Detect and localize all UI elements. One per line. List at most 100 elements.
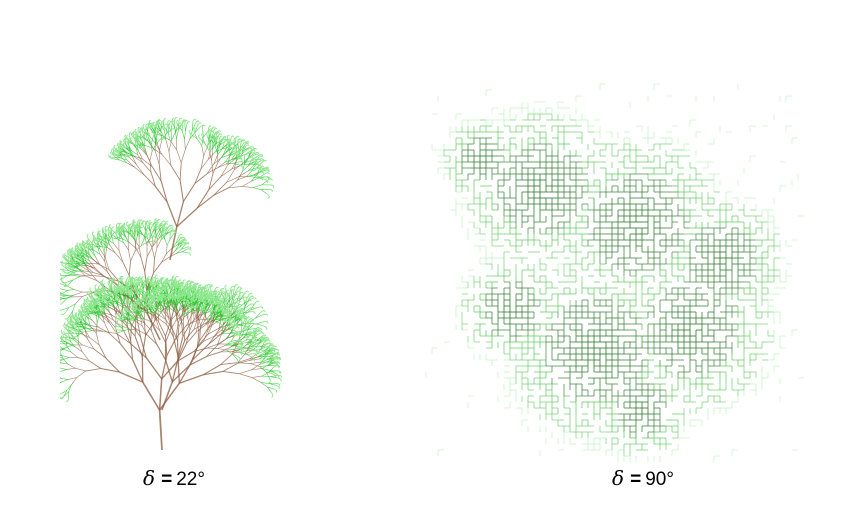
tree-branch [197,333,209,347]
tree-branch [103,330,117,334]
tree-leaf [60,348,62,355]
tree-branch [114,156,120,161]
tree-leaf [106,237,112,242]
tree-leaf [230,321,236,325]
tree-branch [243,298,246,306]
tree-branch [167,309,169,318]
tree-branch [170,320,176,331]
tree-leaf [86,296,91,302]
tree-branch [161,253,167,263]
tree-branch [86,253,90,262]
tree-branch [75,367,87,372]
tree-leaf [179,236,186,240]
tree-leaf [215,291,220,297]
tree-branch [176,298,179,305]
tree-leaf [261,339,268,342]
tree-leaf [238,350,243,356]
tree-branch [177,351,194,362]
tree-leaf [154,274,158,280]
tree-leaf [239,319,244,326]
tree-branch [154,151,160,165]
tree-leaf [184,293,188,299]
tree-branch [213,330,221,337]
tree-branch [170,124,173,132]
tree-leaf [96,300,100,305]
tree-branch [208,150,212,161]
tree-branch [146,245,154,257]
tree-branch [68,270,76,275]
tree-leaf [115,285,120,290]
tree-leaf [91,292,94,299]
tree-branch [258,351,266,357]
tree-branch [198,320,205,332]
tree-leaf [241,296,248,299]
tree-branch [234,141,241,147]
tree-branch [226,342,233,345]
tree-branch [104,240,108,247]
tree-branch [111,229,117,235]
tree-branch [266,353,274,355]
tree-branch [176,300,182,305]
tree-branch [166,337,177,356]
tree-branch [137,154,144,164]
tree-branch [149,232,153,239]
tree-branch [174,126,178,134]
tree-leaf [192,118,197,124]
tree-branch [128,261,132,276]
tree-leaf [64,263,69,269]
tree-branch [158,382,180,411]
tree-branch [243,305,250,310]
tree-branch [250,361,262,364]
tree-branch [119,159,127,163]
tree-branch [149,142,156,152]
tree-leaf [210,285,213,291]
tree-branch [60,356,64,360]
tree-branch [234,140,236,147]
tree-branch [158,378,163,411]
tree-branch [88,360,102,369]
tree-leaf [113,288,117,295]
tree-branch [224,156,230,163]
tree-branch [72,276,81,281]
tree-branch [177,313,184,326]
tree-branch [94,256,100,265]
tree-leaf [236,311,243,316]
tree-branch [119,371,144,383]
tree-drawing [60,117,282,451]
tree-branch [97,302,105,308]
tree-branch [177,307,182,314]
tree-branch [262,363,270,369]
tree-branch [197,310,202,319]
tree-branch [249,172,258,177]
tree-leaf [227,305,231,310]
tree-leaf [238,347,243,353]
tree-branch [160,131,162,141]
tree-branch [156,343,166,360]
tree-branch [134,245,142,252]
tree-leaf [60,395,65,399]
tree-leaf [239,139,246,143]
tree-branch [244,158,249,165]
tree-branch [236,324,244,327]
tree-leaf [65,333,70,339]
tree-branch [221,154,229,159]
tree-leaf [219,297,226,301]
tree-branch [111,236,114,244]
tree-branch [167,299,169,305]
tree-leaf [224,284,227,291]
tree-branch [248,153,255,158]
tree-branch [90,311,99,314]
tree-leaf [92,300,95,306]
tree-branch [63,293,72,298]
tree-branch [95,243,101,247]
tree-branch [92,330,104,332]
tree-branch [136,164,145,176]
tree-leaf [116,288,122,293]
tree-branch [76,255,81,261]
tree-leaf [144,221,149,227]
tree-leaf [264,339,271,342]
tree-leaf [109,224,113,230]
tree-branch [85,368,101,372]
tree-branch [150,171,156,187]
tree-leaf [150,281,156,286]
